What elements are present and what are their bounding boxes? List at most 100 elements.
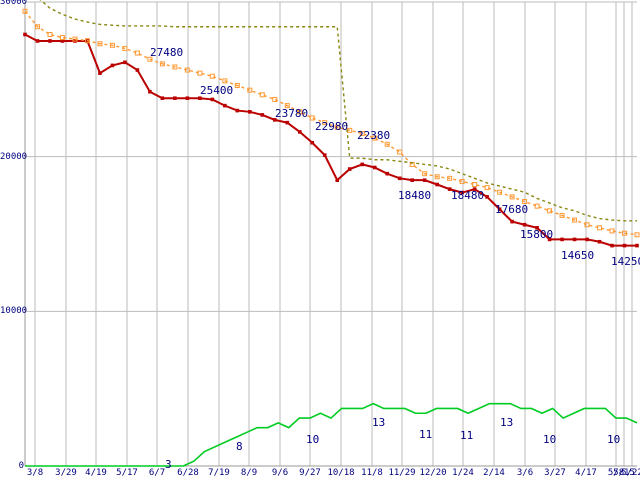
x-tick-label: 3/29 bbox=[55, 468, 77, 478]
x-tick-label: 4/17 bbox=[575, 468, 597, 478]
series-marker bbox=[185, 96, 190, 101]
series-marker bbox=[347, 167, 352, 171]
series-marker bbox=[234, 83, 240, 89]
series-price-outer-dotted bbox=[39, 0, 637, 222]
series-marker bbox=[160, 96, 165, 101]
series-marker bbox=[97, 41, 103, 47]
series-marker bbox=[360, 162, 365, 167]
series-marker bbox=[148, 89, 152, 94]
series-marker bbox=[572, 217, 578, 223]
series-marker bbox=[223, 103, 227, 108]
x-tick-label: 9/6 bbox=[271, 468, 289, 478]
x-tick-label: 3/6 bbox=[516, 468, 534, 478]
x-tick-label: 3/27 bbox=[544, 468, 566, 478]
series-marker bbox=[297, 109, 303, 115]
series-marker bbox=[134, 50, 140, 56]
series-marker bbox=[385, 171, 390, 176]
x-tick-label: 6/7 bbox=[148, 468, 166, 478]
series-marker bbox=[197, 70, 203, 76]
series-marker bbox=[23, 32, 27, 37]
count-data-label: 8 bbox=[236, 440, 243, 453]
x-tick-label: 9/27 bbox=[299, 468, 321, 478]
series-marker bbox=[634, 232, 640, 238]
y-tick-label: 30000 bbox=[0, 0, 28, 7]
series-marker bbox=[110, 63, 115, 68]
series-marker bbox=[384, 141, 390, 147]
series-marker bbox=[272, 96, 278, 102]
series-marker bbox=[35, 39, 40, 43]
series-marker bbox=[585, 237, 589, 242]
series-marker bbox=[572, 237, 577, 242]
series-marker bbox=[184, 67, 190, 73]
series-count bbox=[25, 402, 638, 467]
count-data-label: 10 bbox=[306, 433, 320, 446]
series-marker bbox=[209, 73, 215, 79]
x-tick-label: 6/28 bbox=[177, 468, 199, 478]
series-marker bbox=[447, 175, 453, 181]
series-marker bbox=[22, 8, 28, 14]
price-data-label: 18480 bbox=[398, 189, 432, 202]
series-marker bbox=[159, 61, 165, 67]
series-marker bbox=[334, 124, 340, 130]
price-data-label: 17680 bbox=[495, 203, 529, 216]
x-tick-label: 2/14 bbox=[483, 468, 505, 478]
series-marker bbox=[597, 239, 602, 244]
series-marker bbox=[98, 71, 102, 75]
series-marker bbox=[597, 225, 603, 231]
series-marker bbox=[272, 118, 277, 122]
series-marker bbox=[47, 31, 53, 37]
series-marker bbox=[472, 182, 478, 188]
x-tick-label: 7/19 bbox=[208, 468, 230, 478]
x-tick-label: 10/18 bbox=[327, 468, 355, 478]
series-marker bbox=[72, 36, 78, 42]
x-tick-label: 4/19 bbox=[85, 468, 107, 478]
series-marker bbox=[560, 237, 564, 242]
x-tick-label: 1/24 bbox=[452, 468, 474, 478]
series-marker bbox=[322, 153, 327, 157]
count-data-label: 3 bbox=[165, 458, 172, 471]
series-marker bbox=[584, 222, 590, 228]
series-marker bbox=[285, 120, 290, 125]
series-marker bbox=[198, 96, 202, 101]
series-marker bbox=[173, 96, 177, 101]
series-marker bbox=[260, 113, 265, 117]
price-data-label: 18480 bbox=[451, 189, 485, 202]
series-marker bbox=[609, 228, 615, 234]
series-marker bbox=[435, 182, 439, 187]
count-data-label: 10 bbox=[543, 433, 557, 446]
series-marker bbox=[622, 230, 628, 236]
series-price-main bbox=[24, 33, 637, 247]
count-data-label: 11 bbox=[460, 429, 474, 442]
series-marker bbox=[434, 174, 440, 180]
series-marker bbox=[547, 208, 553, 214]
series-marker bbox=[397, 176, 402, 181]
count-data-label: 13 bbox=[500, 416, 514, 429]
count-data-label: 13 bbox=[372, 416, 386, 429]
series-marker bbox=[259, 92, 265, 98]
series-marker bbox=[309, 115, 315, 121]
series-marker bbox=[559, 212, 565, 218]
series-marker bbox=[535, 226, 539, 230]
series-marker bbox=[372, 135, 378, 141]
series-marker bbox=[459, 178, 465, 184]
series-marker bbox=[147, 56, 153, 62]
x-tick-label: 11/29 bbox=[388, 468, 416, 478]
series-marker bbox=[422, 171, 428, 177]
series-marker bbox=[622, 243, 627, 248]
series-marker bbox=[135, 68, 140, 72]
series-marker bbox=[123, 60, 127, 65]
y-tick-label: 10000 bbox=[0, 306, 28, 317]
series-marker bbox=[284, 103, 290, 109]
price-data-label: 14650 bbox=[561, 249, 595, 262]
series-marker bbox=[510, 219, 514, 224]
series-marker bbox=[122, 45, 128, 51]
series-marker bbox=[472, 187, 477, 191]
series-marker bbox=[460, 190, 464, 195]
y-tick-label: 0 bbox=[18, 461, 24, 471]
series-marker bbox=[248, 110, 252, 114]
price-data-label: 27480 bbox=[150, 46, 184, 59]
series-marker bbox=[522, 222, 527, 227]
price-data-label: 22380 bbox=[357, 129, 391, 142]
series-marker bbox=[422, 178, 427, 182]
series-marker bbox=[210, 97, 215, 102]
